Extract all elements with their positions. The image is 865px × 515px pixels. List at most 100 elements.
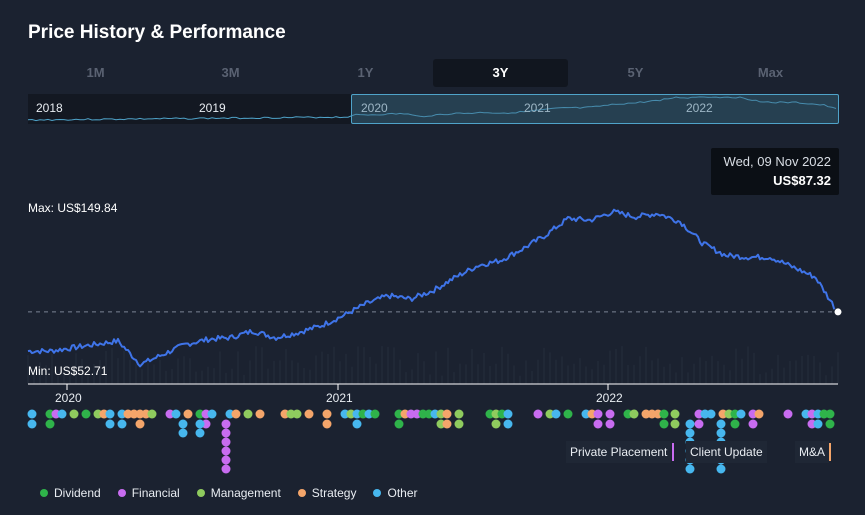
event-dot[interactable] [716,428,726,438]
price-point[interactable] [385,293,391,299]
event-dot[interactable] [442,409,452,419]
price-point[interactable] [430,288,436,294]
navigator-selection-window[interactable] [351,94,839,124]
event-tag-private-placement[interactable]: Private Placement [566,441,672,463]
tab-max[interactable]: Max [757,65,784,80]
event-dot[interactable] [605,419,615,429]
event-dot[interactable] [694,419,704,429]
price-point[interactable] [655,210,661,216]
event-dot[interactable] [221,419,231,429]
event-dot[interactable] [442,419,452,429]
price-point[interactable] [48,348,54,354]
price-point[interactable] [408,296,414,302]
event-dot[interactable] [685,464,695,474]
event-dot[interactable] [685,419,695,429]
event-dot[interactable] [221,455,231,465]
event-dot[interactable] [105,409,115,419]
event-dot[interactable] [736,409,746,419]
price-point[interactable] [678,219,684,225]
event-dot[interactable] [221,428,231,438]
event-dot[interactable] [352,419,362,429]
tab-1m[interactable]: 1M [86,65,105,80]
event-dot[interactable] [117,419,127,429]
price-point[interactable] [633,214,639,220]
event-dot[interactable] [322,409,332,419]
event-dot[interactable] [292,409,302,419]
event-dot[interactable] [670,419,680,429]
event-dot[interactable] [533,409,543,419]
event-dot[interactable] [243,409,253,419]
tab-3m[interactable]: 3M [221,65,240,80]
event-dot[interactable] [754,409,764,419]
price-point[interactable] [138,361,144,367]
price-point[interactable] [295,330,301,336]
event-dot[interactable] [69,409,79,419]
legend-item-other[interactable]: Other [373,486,418,500]
legend-item-management[interactable]: Management [196,486,281,500]
price-point[interactable] [363,301,369,307]
event-dot[interactable] [221,464,231,474]
event-dot[interactable] [454,409,464,419]
event-dot[interactable] [178,419,188,429]
price-point[interactable] [745,254,751,260]
price-point[interactable] [498,257,504,263]
event-markers[interactable] [27,409,835,474]
event-dot[interactable] [706,409,716,419]
event-dot[interactable] [605,409,615,419]
event-dot[interactable] [105,419,115,429]
price-series-line[interactable] [27,208,839,368]
event-tag-mna[interactable]: M&A [795,441,830,463]
price-point[interactable] [790,264,796,270]
price-point[interactable] [273,335,279,341]
event-dot[interactable] [27,419,37,429]
tab-5y[interactable]: 5Y [627,65,644,80]
event-dot[interactable] [748,419,758,429]
price-point[interactable] [160,351,166,357]
event-dot[interactable] [716,464,726,474]
event-dot[interactable] [221,437,231,447]
event-dot[interactable] [783,409,793,419]
price-point[interactable] [520,246,526,252]
event-dot[interactable] [716,419,726,429]
event-dot[interactable] [454,419,464,429]
legend-item-dividend[interactable]: Dividend [40,486,101,500]
price-point[interactable] [115,338,121,344]
event-tag-client-update[interactable]: Client Update [686,441,767,463]
event-dot[interactable] [503,409,513,419]
event-dot[interactable] [825,419,835,429]
price-point[interactable] [700,241,706,247]
range-navigator[interactable]: 2018 2019 2020 2021 2022 [28,94,839,124]
event-dot[interactable] [593,409,603,419]
event-dot[interactable] [207,409,217,419]
price-point[interactable] [205,336,211,342]
event-dot[interactable] [503,419,513,429]
event-dot[interactable] [183,409,193,419]
tab-1y[interactable]: 1Y [357,65,374,80]
tab-3y[interactable]: 3Y [433,59,568,87]
event-dot[interactable] [57,409,67,419]
price-point[interactable] [610,209,616,215]
event-dot[interactable] [171,409,181,419]
event-dot[interactable] [551,409,561,419]
price-point[interactable] [228,335,234,341]
event-dot[interactable] [45,419,55,429]
price-point[interactable] [183,341,189,347]
price-point[interactable] [453,274,459,280]
event-dot[interactable] [685,428,695,438]
event-dot[interactable] [659,419,669,429]
event-dot[interactable] [563,409,573,419]
price-point[interactable] [588,217,594,223]
price-point[interactable] [543,232,549,238]
event-dot[interactable] [231,409,241,419]
legend-item-financial[interactable]: Financial [117,486,180,500]
price-point[interactable] [70,345,76,351]
event-dot[interactable] [813,419,823,429]
event-dot[interactable] [81,409,91,419]
event-dot[interactable] [370,409,380,419]
price-point[interactable] [340,313,346,319]
event-dot[interactable] [27,409,37,419]
event-dot[interactable] [730,419,740,429]
event-dot[interactable] [135,419,145,429]
price-point[interactable] [318,323,324,329]
event-dot[interactable] [670,409,680,419]
